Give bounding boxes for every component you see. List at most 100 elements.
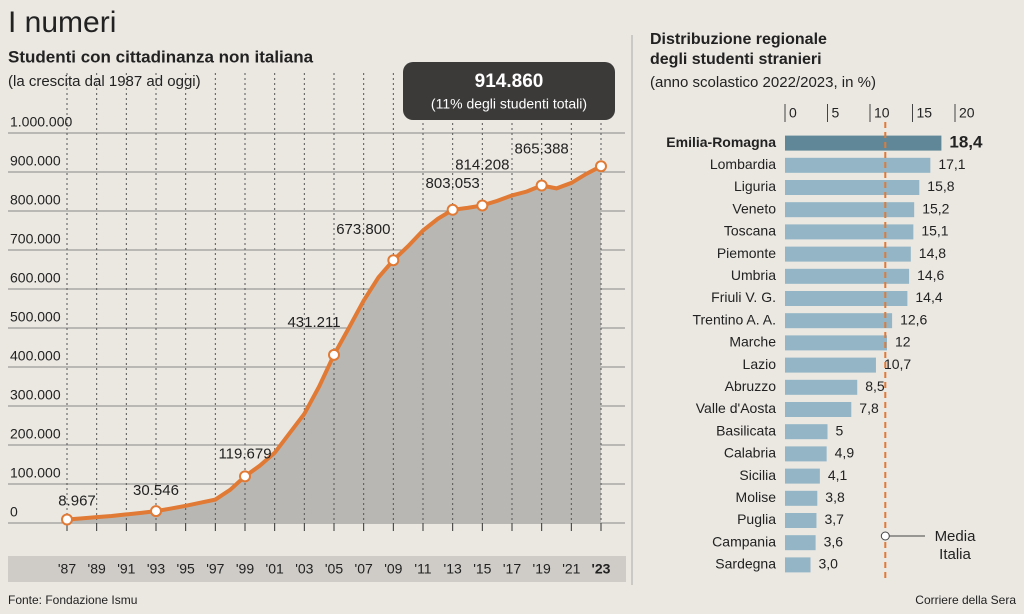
- annotation: (11% degli studenti totali): [431, 96, 587, 112]
- x-tick-label: 15: [917, 105, 933, 121]
- data-point: [387, 254, 400, 267]
- data-label: 14,6: [917, 267, 944, 283]
- data-point: [328, 348, 340, 361]
- data-point: [239, 470, 251, 483]
- data-label: 8.967: [58, 492, 96, 509]
- bar: [785, 291, 908, 306]
- x-tick-label: '91: [117, 561, 135, 577]
- data-point: [535, 179, 548, 192]
- x-tick-label: '99: [236, 561, 254, 577]
- data-label: 431.211: [287, 314, 340, 331]
- category-label: Campania: [712, 533, 776, 549]
- bar: [785, 357, 876, 373]
- category-label: Valle d'Aosta: [696, 400, 776, 416]
- data-label: 8,5: [865, 378, 885, 394]
- y-tick-label: 700.000: [10, 231, 61, 247]
- x-tick-label: '09: [384, 561, 402, 577]
- bar: [785, 202, 915, 218]
- bar: [785, 135, 942, 151]
- chart-title: Studenti con cittadinanza non italiana: [8, 47, 314, 66]
- data-label: 3,6: [824, 533, 844, 549]
- bar: [785, 424, 828, 440]
- y-tick-label: 800.000: [10, 192, 61, 208]
- data-label: 14,4: [915, 289, 942, 305]
- bar: [785, 490, 818, 506]
- bar: [785, 513, 817, 528]
- category-label: Trentino A. A.: [692, 311, 776, 327]
- data-point: [595, 160, 607, 173]
- bar: [785, 246, 911, 262]
- category-label: Lazio: [743, 356, 777, 372]
- data-label: 4,1: [828, 467, 848, 483]
- bar: [785, 402, 852, 417]
- data-label: 15,8: [927, 178, 954, 194]
- bar: [785, 557, 811, 573]
- data-label: 10,7: [884, 356, 911, 372]
- bar: [785, 180, 920, 195]
- y-tick-label: 900.000: [10, 153, 61, 169]
- y-tick-label: 0: [10, 504, 18, 520]
- category-label: Lombardia: [710, 156, 776, 172]
- x-tick-label: '13: [444, 561, 462, 577]
- bar: [785, 224, 914, 240]
- bar: [785, 313, 893, 329]
- average-label: Media Italia: [935, 528, 977, 563]
- x-tick-label: '17: [503, 561, 521, 577]
- bar: [785, 446, 827, 462]
- category-label: Emilia-Romagna: [666, 134, 776, 150]
- data-label: 865.388: [515, 140, 569, 157]
- x-tick-label: '95: [177, 561, 195, 577]
- data-label: 15,1: [921, 223, 948, 239]
- x-tick-label: 20: [959, 105, 975, 121]
- data-point: [476, 199, 489, 212]
- x-tick-label: 5: [832, 105, 840, 121]
- category-label: Liguria: [734, 178, 776, 194]
- x-tick-label: '21: [562, 561, 580, 577]
- category-label: Friuli V. G.: [711, 289, 776, 305]
- average-marker: [880, 531, 890, 541]
- data-label: 4,9: [835, 445, 855, 461]
- data-label: 12,6: [900, 311, 927, 327]
- page-title: I numeri: [8, 6, 116, 39]
- chart-subtitle: (la crescita dal 1987 ad oggi): [8, 73, 201, 90]
- category-label: Molise: [736, 489, 777, 505]
- x-tick-label: '97: [206, 561, 224, 577]
- x-tick-label: '93: [147, 561, 165, 577]
- data-label: 3,8: [825, 489, 845, 505]
- bar: [785, 468, 820, 484]
- x-tick-label: 0: [789, 105, 797, 121]
- category-label: Calabria: [724, 445, 776, 461]
- category-label: Basilicata: [716, 422, 776, 438]
- y-tick-label: 1.000.000: [10, 114, 72, 130]
- category-label: Umbria: [731, 267, 776, 283]
- x-tick-label: '11: [414, 561, 431, 577]
- x-tick-label: '23: [592, 561, 611, 577]
- chart-title: degli studenti stranieri: [650, 51, 822, 68]
- category-label: Marche: [729, 334, 776, 350]
- y-tick-label: 500.000: [10, 309, 61, 325]
- bar: [785, 268, 910, 284]
- data-label: 914.860: [475, 71, 544, 92]
- area: [67, 166, 601, 524]
- category-label: Toscana: [724, 223, 776, 239]
- y-tick-label: 200.000: [10, 426, 61, 442]
- category-label: Abruzzo: [725, 378, 777, 394]
- x-tick-label: '07: [355, 561, 373, 577]
- data-label: 119.679: [218, 445, 271, 462]
- data-point: [150, 505, 162, 518]
- y-tick-label: 400.000: [10, 348, 61, 364]
- data-label: 673.800: [336, 221, 390, 238]
- x-tick-label: '19: [533, 561, 551, 577]
- category-label: Sicilia: [739, 467, 776, 483]
- bar: [785, 157, 931, 173]
- credit: Corriere della Sera: [915, 593, 1016, 607]
- category-label: Puglia: [737, 511, 776, 527]
- callout-box: [403, 62, 615, 120]
- data-point: [446, 203, 459, 216]
- data-label: 18,4: [949, 133, 983, 152]
- data-label: 803.053: [426, 175, 480, 192]
- bar: [785, 335, 887, 351]
- y-tick-label: 100.000: [10, 465, 61, 481]
- chart-subtitle: (anno scolastico 2022/2023, in %): [650, 74, 876, 91]
- data-label: 814.208: [455, 156, 509, 173]
